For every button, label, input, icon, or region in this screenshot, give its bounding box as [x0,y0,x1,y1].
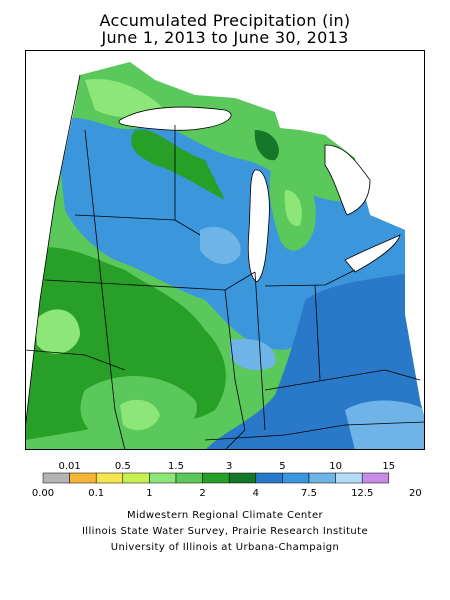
legend-swatches [42,472,390,484]
indiana-michigan-border [264,269,356,287]
legend-top-label: 3 [226,461,232,472]
legend-swatch [282,472,310,484]
legend-swatch [42,472,70,484]
legend-swatch [255,472,283,484]
field-1-5-2in-michigan [284,190,302,226]
illinois-indiana-border [254,271,266,431]
field-1-5-2in-nebraska [35,309,80,354]
legend-swatch [149,472,177,484]
legend-bottom-label: 1 [146,488,152,499]
legend-top-label: 0.5 [115,461,131,472]
nebraska-kansas-border [25,349,126,371]
field-10-12in-kentucky [345,400,425,450]
legend-top-labels: 0.01 0.5 1.5 3 5 10 15 [58,461,395,472]
field-3-4in-wisconsin [131,129,225,200]
legend-swatch [175,472,203,484]
legend-swatch [122,472,150,484]
lake-michigan [247,169,270,283]
lake-huron [324,144,371,216]
legend-bottom-label: 2 [199,488,205,499]
map-title: Accumulated Precipitation (in) [99,11,351,30]
legend-bottom-labels: 0.00 0.1 1 2 4 7.5 12.5 20 [32,488,422,499]
legend-swatch [361,472,390,484]
legend-bottom-label: 7.5 [301,488,317,499]
plains-boundary [84,129,126,450]
illinois-west-border [224,289,246,450]
legend-top-label: 1.5 [168,461,184,472]
legend-swatch [95,472,124,484]
map-subtitle: June 1, 2013 to June 30, 2013 [101,28,349,47]
legend-top-label: 10 [329,461,342,472]
legend-swatch [335,472,363,484]
legend-bottom-label: 0.1 [88,488,104,499]
field-1-5-2in-missouri [120,399,160,431]
state-boundaries [25,74,425,450]
credit-isws: Illinois State Water Survey, Prairie Res… [81,526,369,537]
great-lakes [118,106,401,283]
color-legend: 0.01 0.5 1.5 3 5 10 15 0.00 0.1 1 2 4 7.5 12.5 20 [32,461,422,499]
western-boundary [25,74,81,431]
ohio-river [264,369,421,391]
legend-swatch [308,472,336,484]
kentucky-tennessee-border [204,421,425,441]
map-frame [25,50,425,450]
indiana-ohio-border [314,284,321,381]
legend-swatch [228,472,257,484]
credit-uiuc: University of Illinois at Urbana-Champai… [110,542,340,553]
legend-top-label: 5 [279,461,285,472]
precipitation-map [25,50,425,450]
field-4-5in-upper-peninsula [254,130,279,161]
lake-superior [118,106,232,131]
legend-bottom-label: 0.00 [32,488,54,499]
field-1-5-2in-arrowhead [85,79,165,118]
field-10-12in-illinois [230,338,276,371]
legend-bottom-label: 12.5 [351,488,373,499]
legend-swatch [202,472,230,484]
legend-top-label: 15 [382,461,395,472]
legend-bottom-label: 4 [253,488,259,499]
credit-mrcc: Midwestern Regional Climate Center [126,510,324,521]
legend-swatch [69,472,97,484]
legend-bottom-label: 20 [409,488,422,499]
field-10-12in-wisconsin [200,226,241,265]
lake-erie [344,234,401,273]
legend-top-label: 0.01 [58,461,80,472]
